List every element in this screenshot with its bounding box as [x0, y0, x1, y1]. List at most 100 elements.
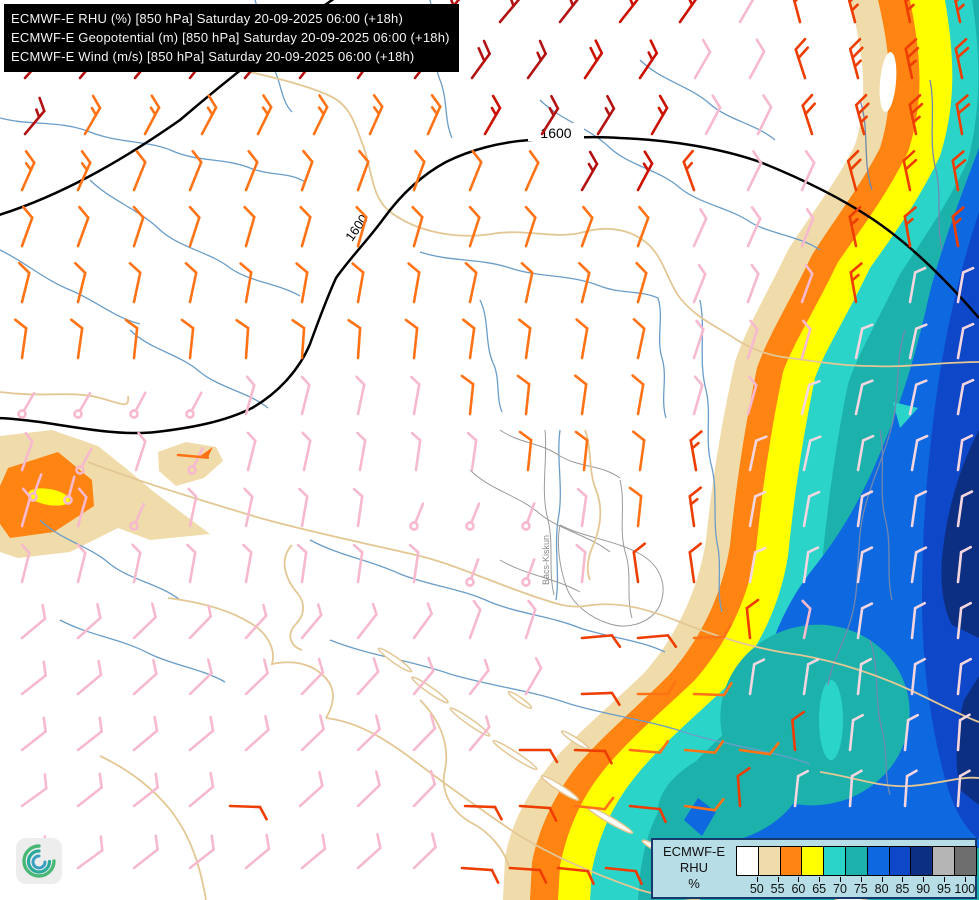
legend-tick: [819, 877, 821, 882]
wind-barb: [794, 37, 810, 80]
wind-barb: [683, 797, 725, 812]
wind-barb: [628, 804, 667, 824]
wind-barb: [688, 486, 703, 528]
rh-patch-60-65: [28, 488, 70, 506]
wind-barb: [246, 431, 257, 472]
wind-barb: [689, 430, 703, 472]
wind-barb: [910, 434, 929, 472]
wind-barb: [632, 318, 646, 360]
legend-title: ECMWF-E: [662, 844, 726, 859]
wind-barb: [631, 374, 645, 416]
wind-barb: [76, 487, 88, 528]
wind-barb: [186, 543, 197, 584]
wind-barb: [300, 149, 314, 192]
wind-barb: [575, 543, 587, 584]
wind-barb: [256, 94, 273, 136]
wind-barb: [524, 657, 543, 696]
wind-barb: [556, 866, 595, 886]
legend-color-box: [736, 846, 759, 876]
wind-barb: [188, 715, 215, 752]
wind-barb: [580, 205, 594, 248]
legend-tick-label: 60: [791, 882, 806, 896]
rh-patch-65-70: [819, 680, 843, 760]
legend-tick: [756, 877, 758, 882]
wind-barb: [800, 150, 816, 192]
wind-barb: [483, 94, 502, 136]
wind-barb: [244, 375, 256, 416]
legend-tick: [881, 877, 883, 882]
legend-tick: [923, 877, 925, 882]
wind-barb: [688, 542, 703, 584]
wind-barb: [956, 266, 975, 304]
wind-barb: [956, 490, 974, 528]
wind-barb: [13, 318, 28, 360]
wind-barb: [746, 319, 759, 360]
wind-barb: [76, 772, 103, 808]
wind-barb: [954, 38, 970, 80]
wind-barb: [132, 834, 159, 870]
wind-barb: [704, 94, 722, 136]
wind-barb: [508, 866, 548, 884]
wind-barb: [748, 658, 766, 696]
wind-barb: [903, 206, 917, 248]
wind-barb: [628, 739, 670, 754]
wind-barb: [20, 205, 34, 248]
wind-barb: [426, 94, 442, 136]
wind-barb: [518, 804, 558, 822]
wind-barb: [903, 713, 920, 752]
wind-barb: [131, 543, 142, 584]
legend-tick-label: 65: [812, 882, 827, 896]
wind-barb: [300, 657, 325, 696]
region-label: Bács-Kiskun: [541, 535, 551, 585]
wind-barb: [856, 602, 874, 640]
wind-barb: [583, 39, 604, 80]
wind-barb: [20, 773, 48, 808]
legend-color-box: [953, 846, 977, 876]
wind-barb: [636, 680, 677, 696]
wind-barb: [356, 657, 380, 696]
wind-barb: [83, 94, 102, 136]
wind-barb: [180, 318, 195, 360]
wind-barb: [955, 94, 971, 136]
wind-barb: [460, 866, 500, 884]
wind-barb: [468, 205, 481, 248]
wind-barb: [854, 93, 870, 136]
legend-color-box: [888, 846, 912, 876]
wind-barb: [856, 546, 874, 584]
wind-barb: [956, 769, 971, 808]
wind-barb: [188, 658, 213, 696]
legend-tick-label: 90: [916, 882, 931, 896]
wind-barb: [132, 602, 157, 640]
wind-barb: [465, 502, 481, 531]
wind-barb: [347, 318, 362, 360]
legend-tick-label: 95: [937, 882, 951, 896]
wind-barb: [132, 149, 147, 192]
wind-barb: [18, 261, 31, 304]
wind-barb: [854, 379, 874, 416]
wind-barb: [412, 149, 426, 192]
wind-barb: [76, 205, 90, 248]
wind-barb: [748, 435, 768, 472]
wind-barb: [516, 374, 531, 416]
legend-tick-label: 50: [749, 882, 764, 896]
wind-barb: [800, 263, 814, 304]
wind-barb: [856, 490, 874, 528]
wind-barb: [244, 658, 269, 696]
wind-barb: [356, 431, 367, 472]
wind-barb: [574, 430, 589, 472]
wind-barb: [298, 487, 309, 528]
wind-barb: [856, 434, 875, 472]
legend-subtitle: RHU: [679, 860, 709, 875]
rh-hole-under-50: [879, 52, 897, 112]
wind-barb: [465, 558, 480, 587]
wind-barb: [124, 318, 139, 360]
wind-barb: [408, 543, 420, 584]
wind-barb: [802, 658, 820, 696]
wind-barb: [468, 149, 483, 192]
wind-barb: [355, 375, 366, 416]
wind-barb: [682, 149, 696, 192]
legend-tick-label: 70: [833, 882, 847, 896]
wind-barb: [73, 391, 92, 419]
wind-barb: [23, 96, 46, 136]
wind-barb: [129, 502, 146, 531]
